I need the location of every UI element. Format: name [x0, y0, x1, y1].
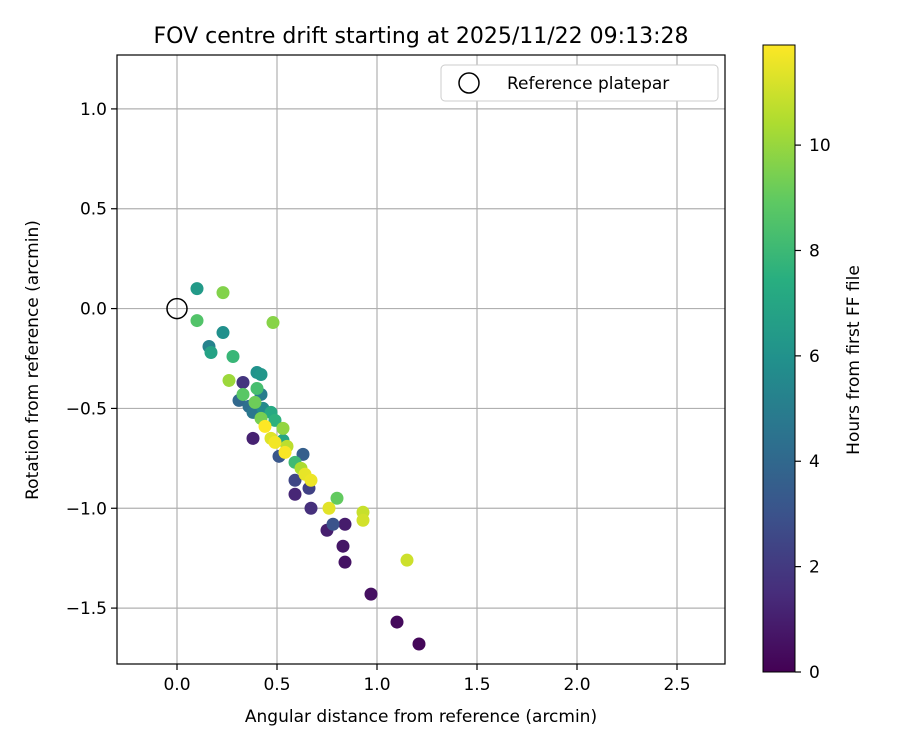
data-point: [236, 375, 250, 389]
colorbar: 0 2 4 6 8 10 Hours from first FF file: [762, 44, 864, 683]
colorbar-gradient: [762, 44, 796, 673]
data-point: [400, 553, 414, 567]
data-point: [250, 381, 264, 395]
data-point: [330, 491, 344, 505]
data-point: [204, 346, 218, 360]
y-tick-label: 0.5: [80, 200, 107, 220]
data-point: [248, 395, 262, 409]
y-tick-label: 1.0: [80, 100, 107, 120]
data-points: [190, 282, 426, 651]
y-tick-label: −1.5: [66, 599, 107, 619]
data-point: [336, 539, 350, 553]
data-point: [268, 435, 282, 449]
reference-marker: [166, 297, 188, 320]
legend-box: [440, 64, 719, 102]
data-point: [304, 501, 318, 515]
data-point: [288, 473, 302, 487]
colorbar-tick-label: 6: [809, 347, 820, 367]
x-tick-label: 0.0: [163, 675, 190, 695]
data-point: [190, 282, 204, 296]
y-axis-ticks: 1.0 0.5 0.0 −0.5 −1.0 −1.5: [66, 100, 117, 619]
data-point: [338, 517, 352, 531]
data-point: [412, 637, 426, 651]
data-point: [216, 326, 230, 340]
data-point: [390, 615, 404, 629]
data-point: [326, 517, 340, 531]
data-point: [268, 413, 282, 427]
data-point: [288, 487, 302, 501]
x-axis-label: Angular distance from reference (arcmin): [245, 707, 597, 727]
colorbar-tick-label: 8: [809, 241, 820, 261]
data-point: [356, 513, 370, 527]
grid-lines: [117, 55, 725, 664]
x-tick-label: 1.0: [363, 675, 390, 695]
data-point: [190, 314, 204, 328]
y-axis-label: Rotation from reference (arcmin): [23, 220, 43, 500]
data-point: [364, 587, 378, 601]
y-tick-label: −1.0: [66, 499, 107, 519]
data-point: [278, 445, 292, 459]
x-tick-label: 2.5: [663, 675, 690, 695]
y-tick-label: −0.5: [66, 399, 107, 419]
colorbar-label: Hours from first FF file: [844, 265, 864, 455]
colorbar-tick-label: 0: [809, 663, 820, 683]
data-point: [338, 555, 352, 569]
colorbar-tick-label: 10: [809, 136, 831, 156]
chart-title: FOV centre drift starting at 2025/11/22 …: [154, 24, 689, 49]
data-point: [322, 501, 336, 515]
data-point: [258, 419, 272, 433]
x-axis-ticks: 0.0 0.5 1.0 1.5 2.0 2.5: [163, 664, 691, 695]
data-point: [236, 387, 250, 401]
x-tick-label: 0.5: [263, 675, 290, 695]
data-point: [254, 367, 268, 381]
data-point: [246, 431, 260, 445]
plot-area-frame: [116, 54, 726, 665]
colorbar-ticks: 0 2 4 6 8 10: [795, 136, 831, 683]
data-point: [276, 421, 290, 435]
data-point: [304, 473, 318, 487]
colorbar-tick-label: 2: [809, 558, 820, 578]
data-point: [222, 373, 236, 387]
legend: Reference platepar: [440, 64, 719, 102]
colorbar-tick-label: 4: [809, 452, 820, 472]
legend-reference-marker: [458, 72, 480, 94]
data-point: [266, 316, 280, 330]
data-point: [296, 447, 310, 461]
legend-entry-label: Reference platepar: [507, 74, 669, 94]
data-point: [216, 286, 230, 300]
x-tick-label: 1.5: [463, 675, 490, 695]
y-tick-label: 0.0: [80, 300, 107, 320]
x-tick-label: 2.0: [563, 675, 590, 695]
data-point: [226, 350, 240, 364]
